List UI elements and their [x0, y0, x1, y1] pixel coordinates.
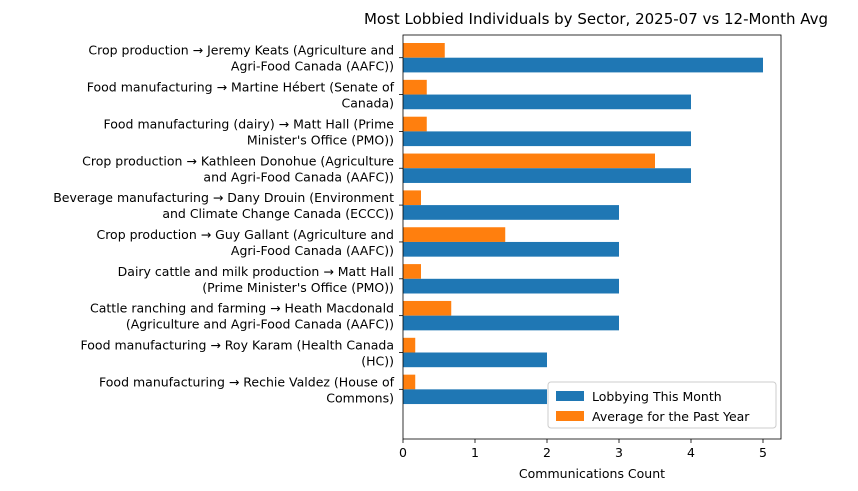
bar-average-10 — [403, 374, 416, 390]
y-tick-label-2: Food manufacturing → Martine Hébert (Sen… — [87, 80, 395, 111]
y-tick-label-line: Crop production → Guy Gallant (Agricultu… — [96, 227, 394, 242]
legend-swatch-2 — [556, 411, 584, 421]
y-tick-label-4: Crop production → Kathleen Donohue (Agri… — [82, 153, 394, 184]
bar-average-9 — [403, 337, 416, 353]
y-tick-label-10: Food manufacturing → Rechie Valdez (Hous… — [99, 374, 395, 405]
bar-this-month-6 — [403, 241, 619, 257]
y-tick-label-line: Food manufacturing → Martine Hébert (Sen… — [87, 80, 395, 95]
x-axis-label: Communications Count — [519, 466, 665, 481]
y-tick-label-5: Beverage manufacturing → Dany Drouin (En… — [53, 190, 394, 221]
bar-this-month-4 — [403, 168, 691, 183]
bar-average-8 — [403, 300, 452, 316]
y-tick-label-line: Food manufacturing (dairy) → Matt Hall (… — [104, 116, 395, 131]
y-tick-label-8: Cattle ranching and farming → Heath Macd… — [90, 301, 394, 332]
bar-average-3 — [403, 116, 427, 132]
y-tick-label-line: Food manufacturing → Roy Karam (Health C… — [81, 338, 394, 353]
axes-frame — [402, 34, 782, 440]
y-tick-label-line: Food manufacturing → Rechie Valdez (Hous… — [99, 374, 395, 389]
y-tick-label-line: Dairy cattle and milk production → Matt … — [118, 264, 394, 279]
bar-this-month-10 — [403, 389, 547, 405]
bar-this-month-1 — [403, 57, 763, 73]
y-tick-label-7: Dairy cattle and milk production → Matt … — [118, 264, 394, 295]
y-tick-label-line: Agri-Food Canada (AAFC)) — [231, 243, 394, 258]
chart-title: Most Lobbied Individuals by Sector, 2025… — [364, 10, 828, 28]
y-tick-label-1: Crop production → Jeremy Keats (Agricult… — [88, 43, 394, 74]
plot-area: Crop production → Jeremy Keats (Agricult… — [53, 34, 782, 460]
y-tick-label-9: Food manufacturing → Roy Karam (Health C… — [81, 338, 394, 369]
bar-average-4 — [403, 153, 655, 169]
y-tick-label-line: Crop production → Jeremy Keats (Agricult… — [88, 43, 394, 58]
bar-this-month-2 — [403, 94, 691, 110]
y-tick-label-line: (HC)) — [361, 354, 394, 369]
bar-average-1 — [403, 43, 445, 58]
x-tick-label-5: 5 — [759, 445, 767, 460]
legend: Lobbying This Month Average for the Past … — [547, 381, 777, 429]
bar-average-5 — [403, 190, 421, 206]
x-tick-label-1: 1 — [471, 445, 479, 460]
bar-this-month-5 — [403, 205, 619, 220]
bar-this-month-9 — [403, 352, 547, 368]
bar-average-6 — [403, 227, 506, 242]
y-tick-label-line: Beverage manufacturing → Dany Drouin (En… — [53, 190, 394, 205]
bar-this-month-3 — [403, 131, 691, 147]
y-tick-label-line: Agri-Food Canada (AAFC)) — [231, 59, 394, 74]
y-tick-label-3: Food manufacturing (dairy) → Matt Hall (… — [104, 116, 395, 147]
y-tick-label-line: and Climate Change Canada (ECCC)) — [162, 206, 394, 221]
bar-average-7 — [403, 264, 421, 279]
y-tick-label-line: Crop production → Kathleen Donohue (Agri… — [82, 153, 394, 168]
y-tick-label-line: and Agri-Food Canada (AAFC)) — [203, 169, 394, 184]
x-tick-label-4: 4 — [687, 445, 695, 460]
bar-average-2 — [403, 79, 427, 95]
legend-swatch-1 — [556, 391, 584, 401]
y-tick-label-line: (Agriculture and Agri-Food Canada (AAFC)… — [126, 317, 394, 332]
y-tick-label-line: Minister's Office (PMO)) — [247, 132, 394, 147]
y-tick-label-line: Cattle ranching and farming → Heath Macd… — [90, 301, 394, 316]
legend-box — [547, 381, 777, 429]
bar-this-month-7 — [403, 278, 619, 294]
y-tick-label-line: (Prime Minister's Office (PMO)) — [202, 280, 394, 295]
x-tick-label-0: 0 — [399, 445, 407, 460]
x-tick-label-3: 3 — [615, 445, 623, 460]
x-tick-label-2: 2 — [543, 445, 551, 460]
y-tick-label-6: Crop production → Guy Gallant (Agricultu… — [96, 227, 394, 258]
legend-label-2: Average for the Past Year — [592, 409, 750, 424]
bar-this-month-8 — [403, 315, 619, 331]
y-tick-label-line: Canada) — [342, 96, 394, 111]
y-tick-label-line: Commons) — [326, 390, 394, 405]
legend-label-1: Lobbying This Month — [592, 389, 722, 404]
